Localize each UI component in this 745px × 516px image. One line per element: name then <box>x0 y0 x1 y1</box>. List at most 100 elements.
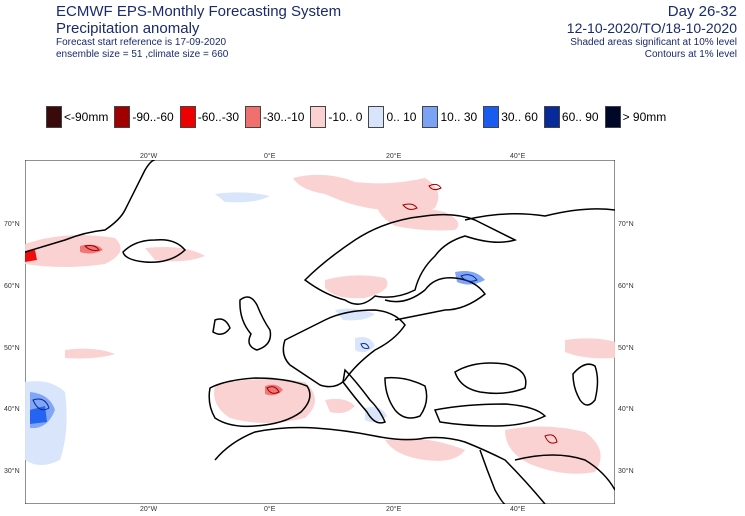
lon-label-bottom-0e: 0°E <box>264 505 276 513</box>
shade-caspian-pink <box>565 338 615 359</box>
tick-label-overlay: 20°W 0°E 20°E 40°E 20°W 0°E 20°E 40°E 70… <box>4 152 634 513</box>
coastline-black-sea <box>454 362 527 395</box>
contour-iberia <box>266 386 280 394</box>
legend-swatch <box>368 106 385 128</box>
legend-item: -90..-60 <box>114 106 174 128</box>
shade-uk-pink <box>325 275 388 299</box>
lon-label-top-0e: 0°E <box>264 152 276 160</box>
lon-label-top-20w: 20°W <box>140 152 158 160</box>
map-title: ECMWF EPS-Monthly Forecasting System <box>56 3 342 20</box>
ensemble-size-text: ensemble size = 51 ,climate size = 660 <box>56 49 229 60</box>
coastline-iceland <box>122 238 187 263</box>
contour-atlantic <box>32 398 50 411</box>
legend-item: -30..-10 <box>245 106 304 128</box>
contour-greenland <box>83 245 100 251</box>
shade-europe-blue <box>335 308 375 321</box>
shade-iceland-pink <box>145 247 205 262</box>
legend-label: 0.. 10 <box>386 110 417 124</box>
contour-scandinavia <box>428 183 442 191</box>
legend-label: -60..-30 <box>197 110 240 124</box>
coastline-arabia <box>514 454 615 491</box>
legend-label: -30..-10 <box>263 110 305 124</box>
legend-item: 0.. 10 <box>368 106 416 128</box>
coastline-north-russia <box>464 208 615 221</box>
map-subtitle: Precipitation anomaly <box>56 20 200 37</box>
lat-label-right-60: 60°N <box>618 282 634 290</box>
lon-label-top-40e: 40°E <box>510 152 526 160</box>
shade-iberia-pink <box>214 379 315 423</box>
lon-label-bottom-20w: 20°W <box>140 505 158 513</box>
coastline-europe <box>282 309 406 388</box>
precip-anomaly-map: 20°W 0°E 20°E 40°E 20°W 0°E 20°E 40°E <box>25 160 615 504</box>
forecast-start-text: Forecast start reference is 17-09-2020 <box>56 37 227 48</box>
lat-label-right-30: 30°N <box>618 467 634 475</box>
legend-item: 60.. 90 <box>543 106 599 128</box>
date-period: 12-10-2020/TO/18-10-2020 <box>566 20 737 36</box>
lat-label-left-70: 70°N <box>4 220 20 228</box>
coastline-turkey <box>433 403 547 427</box>
lat-label-right-40: 40°N <box>618 405 634 413</box>
shade-baltic-blue <box>455 271 485 285</box>
coastline-ireland <box>212 318 231 335</box>
legend-swatch <box>604 106 621 128</box>
legend-swatch <box>543 106 560 128</box>
legend-item: -60..-30 <box>179 106 240 128</box>
shade-turkey-pink <box>505 426 601 474</box>
shade-adriatic-blue <box>365 407 387 423</box>
coastline-iberia <box>208 377 311 428</box>
legend-swatch <box>114 106 131 128</box>
legend-item: -10.. 0 <box>310 106 362 128</box>
lat-label-left-50: 50°N <box>4 344 20 352</box>
legend-swatch <box>245 106 262 128</box>
shade-italy-pink <box>325 398 355 414</box>
coastline-red-sea <box>479 449 506 504</box>
lat-label-left-40: 40°N <box>4 405 20 413</box>
shade-atlantic-blue3 <box>30 406 47 424</box>
lat-label-right-70: 70°N <box>618 220 634 228</box>
shade-greenland-pink <box>25 235 121 267</box>
significance-contours: Contours at 1% level <box>644 49 737 60</box>
lat-label-left-30: 30°N <box>4 467 20 475</box>
legend-swatch <box>422 106 439 128</box>
contour-north-sea <box>402 203 418 210</box>
legend-item: 30.. 60 <box>483 106 538 128</box>
shade-atlantic-pink <box>65 348 115 359</box>
legend-label: -90..-60 <box>132 110 174 124</box>
shade-alps-blue <box>355 337 375 353</box>
contour-alps <box>360 343 370 349</box>
lon-label-bottom-40e: 40°E <box>510 505 526 513</box>
contour-baltic <box>460 274 478 282</box>
header-left: ECMWF EPS-Monthly Forecasting System Pre… <box>56 3 341 61</box>
header-right: Day 26-32 12-10-2020/TO/18-10-2020 Shade… <box>567 3 737 61</box>
day-range: Day 26-32 <box>667 3 737 20</box>
shade-norway-pink <box>375 200 459 231</box>
contour-turkey <box>544 434 558 444</box>
legend-swatch <box>310 106 327 128</box>
legend-label: <-90mm <box>64 110 109 124</box>
shade-arctic-blue <box>215 192 270 203</box>
legend-label: 10.. 30 <box>440 110 478 124</box>
shade-africa-pink <box>385 438 465 461</box>
legend-swatch <box>46 106 62 128</box>
coastlines <box>25 160 615 504</box>
legend-item: > 90mm <box>604 106 667 128</box>
coastline-baltic <box>384 277 487 321</box>
legend-item: 10.. 30 <box>422 106 477 128</box>
shade-greenland-red <box>25 250 37 262</box>
coastline-africa <box>214 426 546 504</box>
lon-label-bottom-20e: 20°E <box>386 505 402 513</box>
significance-contours <box>32 183 558 444</box>
coastline-scandinavia <box>303 213 518 305</box>
legend-swatch <box>483 106 500 128</box>
lon-label-top-20e: 20°E <box>386 152 402 160</box>
lat-label-left-60: 60°N <box>4 282 20 290</box>
significance-shaded: Shaded areas significant at 10% level <box>570 37 737 48</box>
legend-label: 60.. 90 <box>561 110 599 124</box>
coastline-italy <box>342 368 386 424</box>
coastline-gb <box>239 296 272 351</box>
legend-label: > 90mm <box>622 110 667 124</box>
legend-swatch <box>179 106 196 128</box>
anomaly-shading <box>25 174 615 474</box>
legend-label: -10.. 0 <box>328 110 363 124</box>
lat-label-right-50: 50°N <box>618 344 634 352</box>
